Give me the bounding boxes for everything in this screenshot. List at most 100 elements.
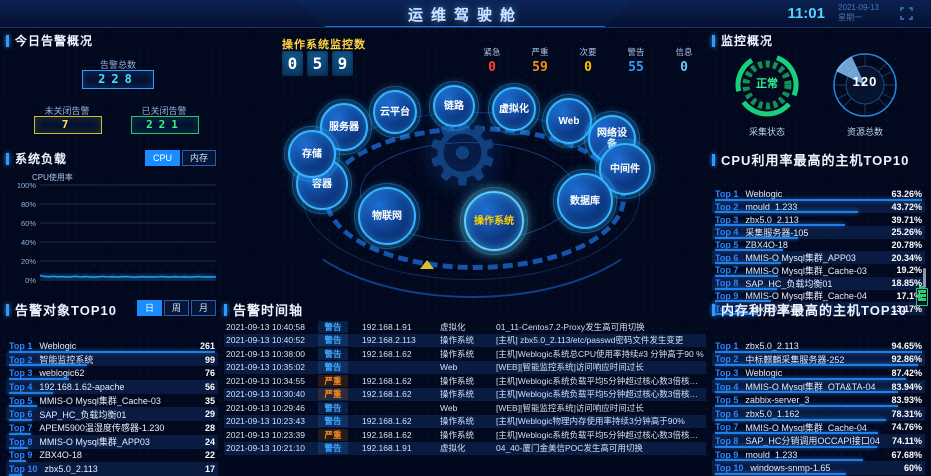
list-item: Top 9 MMIS-O Mysql集群_Cache-04 17.1% — [712, 290, 925, 303]
cpu-percent: 18.85% — [891, 278, 922, 289]
rank-label: Top 6 — [715, 408, 739, 419]
rank-label: Top 4 — [715, 227, 739, 238]
object-name: Weblogic — [39, 340, 77, 351]
panel-timeline: 告警时间轴 2021-09-13 10:40:58 警告 192.168.1.9… — [224, 300, 706, 457]
digit: 9 — [332, 51, 353, 76]
bar — [9, 446, 28, 449]
collect-status-value: 正常 — [756, 78, 778, 90]
timeline-row: 2021-09-13 10:23:43 警告 192.168.1.62 操作系统… — [224, 414, 706, 428]
date-display: 2021-09-13 星期一 — [838, 3, 879, 23]
timeline-row: 2021-09-13 10:29:46 警告 Web [WEB][智能监控系统]… — [224, 401, 706, 415]
title-accent — [6, 152, 9, 165]
mem-percent: 74.11% — [891, 435, 922, 446]
severity-badge: 严重 — [318, 428, 348, 441]
resource-total-gauge — [833, 53, 897, 117]
alert-count: 76 — [204, 368, 215, 379]
bar — [715, 249, 783, 252]
title-accent — [712, 153, 715, 166]
list-item: Top 5 ZBX4O-18 20.78% — [712, 239, 925, 252]
event-category: Web — [440, 362, 458, 373]
panel-title: 告警时间轴 — [224, 300, 706, 319]
alert-count: 35 — [204, 395, 215, 406]
severity-badge: 警告 — [318, 347, 348, 360]
ytick: 0% — [25, 276, 36, 285]
mem-percent: 74.76% — [891, 422, 922, 433]
node-iot[interactable]: 物联网 — [354, 183, 420, 249]
panel-mem-top10: 内存利用率最高的主机TOP10 Top 1 zbx5.0_2.113 94.65… — [712, 300, 925, 475]
ytick: 60% — [20, 219, 36, 228]
scrollbar-thumb[interactable] — [923, 268, 926, 288]
load-tabs: CPU 内存 — [144, 150, 216, 166]
list-item: Top 6 MMIS-O Mysql集群_APP03 20.34% — [712, 251, 925, 265]
panel-cpu-top10: CPU利用率最高的主机TOP10 Top 1 Weblogic 63.26% T… — [712, 150, 925, 315]
node-os[interactable]: 操作系统 — [460, 187, 528, 255]
date-value: 2021-09-13 — [838, 3, 879, 12]
bar — [9, 350, 215, 353]
total-alerts-value: 228 — [82, 70, 154, 89]
event-category: 虚拟化 — [440, 443, 466, 454]
bar — [9, 405, 37, 408]
cpu-percent: 20.78% — [891, 240, 922, 251]
node-cloud[interactable]: 云平台 — [369, 86, 421, 138]
node-storage[interactable]: 存储 — [284, 126, 340, 182]
page-title: 运维驾驶舱 — [407, 7, 523, 24]
fullscreen-icon[interactable] — [900, 7, 913, 20]
open-alerts-label: 未关闭告警 — [44, 106, 90, 116]
mem-percent: 60% — [903, 463, 922, 474]
tab-cpu[interactable]: CPU — [144, 150, 180, 166]
tab-month[interactable]: 月 — [190, 300, 216, 316]
panel-title: 内存利用率最高的主机TOP10 — [712, 300, 925, 319]
timeline-row: 2021-09-13 10:34:55 严重 192.168.1.62 操作系统… — [224, 374, 706, 388]
list-item: Top 10 windows-snmp-1.65 60% — [712, 461, 925, 475]
bar — [715, 312, 758, 315]
ytick: 80% — [20, 200, 36, 209]
severity-badge: 警告 — [318, 442, 348, 455]
mem-percent: 78.31% — [891, 408, 922, 419]
timeline-row: 2021-09-13 10:21:10 警告 192.168.1.91 虚拟化 … — [224, 441, 706, 455]
panel-alert-objects: 告警对象TOP10 日 周 月 Top 1 Weblogic 261 Top 2… — [6, 300, 218, 476]
node-virtual[interactable]: 虚拟化 — [488, 83, 540, 135]
bar — [715, 300, 771, 303]
ring-arc — [284, 106, 660, 298]
alert-count: 24 — [204, 436, 215, 447]
mem-percent: 87.42% — [891, 367, 922, 378]
cpu-percent: 63.26% — [891, 189, 922, 200]
event-description: [主机]Weblogic系统负载平均5分钟超过核心数3倍核心数，系统负载过高 — [496, 389, 704, 400]
severity-badge: 警告 — [318, 415, 348, 428]
event-category: 操作系统 — [440, 348, 475, 359]
bar — [715, 211, 858, 214]
panel-title-text: 内存利用率最高的主机TOP10 — [721, 303, 907, 318]
alert-count: 17 — [204, 464, 215, 475]
panel-title: 今日告警概况 — [6, 32, 218, 49]
event-description: 04_40-厦门金美信POC发生高可用切换 — [496, 443, 643, 454]
bar — [715, 391, 899, 394]
tab-day[interactable]: 日 — [136, 300, 162, 316]
bar — [715, 432, 879, 435]
list-item: Top 8 SAP_HC_负载均衡01 18.85% — [712, 276, 925, 290]
cpu-percent: 13.17% — [891, 303, 922, 314]
title-accent — [224, 303, 227, 316]
rank-label: Top 3 — [715, 367, 739, 378]
tab-memory[interactable]: 内存 — [181, 150, 216, 166]
panel-title-text: 告警对象TOP10 — [15, 303, 117, 318]
bar — [715, 198, 922, 201]
event-ip: 192.168.1.62 — [362, 416, 412, 427]
list-item: Top 1 Weblogic 261 — [6, 339, 218, 353]
rank-label: Top 8 — [715, 435, 739, 446]
severity-badge: 警告 — [318, 401, 348, 414]
panel-title: CPU利用率最高的主机TOP10 — [712, 150, 925, 169]
list-item: Top 5 zabbix-server_3 83.93% — [712, 393, 925, 407]
digit: 5 — [307, 51, 328, 76]
node-link[interactable]: 链路 — [429, 81, 479, 131]
event-category: 虚拟化 — [440, 321, 466, 332]
yaxis-ticks: 100% 80% 60% 40% 20% 0% — [6, 181, 36, 285]
alert-count: 28 — [204, 422, 215, 433]
host-name: Weblogic — [745, 367, 783, 378]
title-accent — [712, 303, 715, 316]
header: 运维驾驶舱 11:01 2021-09-13 星期一 — [0, 0, 931, 28]
node-database[interactable]: 数据库 — [553, 169, 617, 233]
tab-week[interactable]: 周 — [163, 300, 189, 316]
host-name: zbx5.0_2.113 — [745, 340, 799, 351]
list-item: Top 6 zbx5.0_1.162 78.31% — [712, 406, 925, 421]
event-category: Web — [440, 402, 458, 413]
